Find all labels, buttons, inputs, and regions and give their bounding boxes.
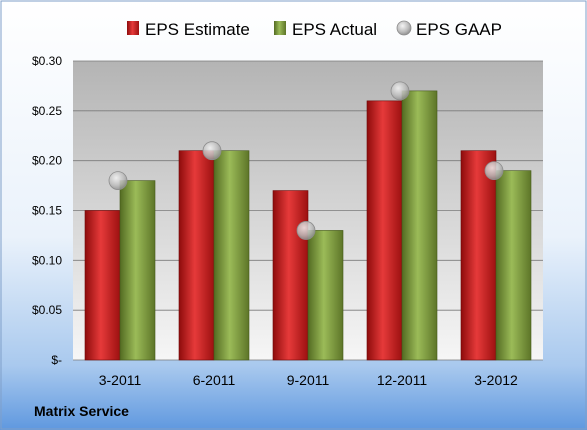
legend-swatch-actual: [274, 21, 286, 35]
x-tick-label: 3-2011: [99, 372, 142, 388]
bar-eps-estimate: [84, 210, 121, 361]
bar-eps-estimate: [272, 190, 309, 361]
x-tick-label: 3-2012: [474, 372, 518, 388]
gaap-markers: [108, 81, 504, 240]
bar-eps-actual: [213, 150, 250, 361]
legend-label-actual: EPS Actual: [292, 20, 377, 39]
x-axis-ticks: 3-2011 6-2011 9-2011 12-2011 3-2012: [99, 372, 518, 388]
company-label: Matrix Service: [34, 403, 129, 419]
y-tick-label: $0.10: [32, 253, 62, 267]
x-tick-label: 9-2011: [287, 372, 330, 388]
marker-eps-gaap: [296, 221, 316, 240]
bar-eps-actual: [119, 180, 156, 361]
y-axis-ticks: $- $0.05 $0.10 $0.15 $0.20 $0.25 $0.30: [32, 54, 62, 367]
legend-label-gaap: EPS GAAP: [416, 20, 502, 39]
bar-eps-estimate: [366, 100, 403, 361]
bar-eps-actual: [401, 90, 438, 361]
y-tick-label: $0.15: [32, 204, 62, 218]
x-tick-label: 6-2011: [193, 372, 236, 388]
legend: EPS Estimate EPS Actual EPS GAAP: [127, 20, 502, 39]
y-tick-label: $0.20: [32, 154, 62, 168]
legend-item-actual: EPS Actual: [274, 20, 377, 39]
legend-swatch-estimate: [127, 21, 139, 35]
y-tick-label: $0.05: [32, 303, 62, 317]
bar-eps-actual: [495, 170, 532, 361]
legend-label-estimate: EPS Estimate: [145, 20, 250, 39]
y-tick-label: $-: [51, 353, 62, 367]
legend-swatch-gaap: [396, 20, 412, 36]
legend-item-gaap: EPS GAAP: [396, 20, 502, 39]
y-tick-label: $0.25: [32, 104, 62, 118]
y-tick-label: $0.30: [32, 54, 62, 68]
marker-eps-gaap: [108, 171, 128, 191]
bar-eps-estimate: [460, 150, 497, 361]
legend-item-estimate: EPS Estimate: [127, 20, 250, 39]
marker-eps-gaap: [390, 81, 410, 101]
marker-eps-gaap: [484, 161, 504, 181]
bar-eps-estimate: [178, 150, 215, 361]
bars: [84, 90, 532, 361]
marker-eps-gaap: [202, 141, 222, 161]
x-tick-label: 12-2011: [377, 372, 428, 388]
bar-eps-actual: [307, 230, 344, 361]
